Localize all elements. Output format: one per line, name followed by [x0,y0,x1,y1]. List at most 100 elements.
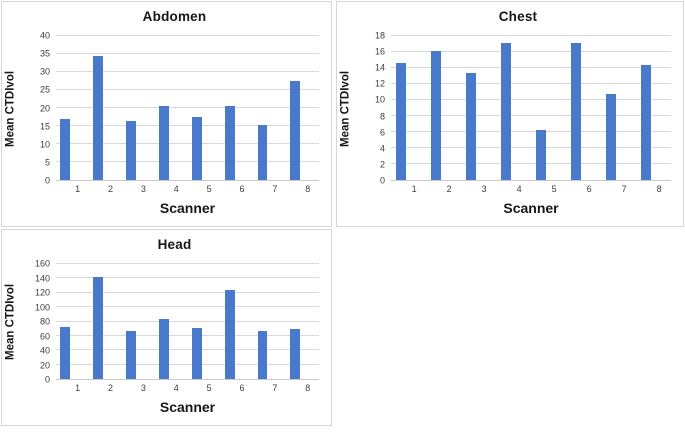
gridline [56,277,319,279]
x-tick-label: 5 [206,383,212,393]
bar-scanner-7 [257,330,268,379]
y-tick-label: 14 [374,62,385,73]
plot-column: 1 2 3 4 5 6 7 8 [56,263,319,398]
x-axis-ticks: 1 2 3 4 5 6 7 8 [56,181,319,199]
gridline [391,83,671,84]
gridline [56,53,319,54]
x-tick-label: 6 [586,184,592,194]
x-tick-label: 3 [140,184,146,194]
x-tick-label: 4 [173,184,179,194]
plot-column: 1 2 3 4 5 6 7 8 [56,35,319,199]
chart-panel-head: Head Mean CTDIvol 0 20 40 60 80 100 120 140 160 … [1,229,332,426]
x-tick-label: 8 [305,184,311,194]
x-tick-label: 5 [551,184,557,194]
y-axis-ticks: 0 5 10 15 20 25 30 35 40 [19,31,56,185]
x-tick-label: 2 [108,383,114,393]
y-tick-label: 20 [39,103,50,113]
y-tick-label: 5 [44,157,50,168]
y-axis-ticks: 0 2 4 6 8 10 12 14 16 18 [354,31,391,185]
x-tick-label: 1 [75,383,81,393]
x-tick-label: 3 [140,383,146,393]
gridline [391,35,671,36]
bar-scanner-5 [535,129,547,180]
bar-scanner-5 [191,117,202,180]
y-tick-label: 12 [374,78,385,89]
y-tick-label: 18 [374,30,385,41]
gridline [391,147,671,148]
plot-area [391,35,671,181]
x-axis-ticks: 1 2 3 4 5 6 7 8 [391,181,671,199]
gridline [391,131,671,132]
x-tick-label: 2 [108,184,114,194]
y-tick-label: 40 [39,30,50,41]
x-axis-title: Scanner [159,399,216,415]
x-tick-label: 6 [239,383,245,393]
gridline [56,291,319,293]
gridline [391,67,671,68]
chart-title: Head [157,237,192,252]
gridline [56,334,319,336]
y-tick-label: 60 [39,331,50,341]
y-axis-title: Mean CTDIvol [4,70,17,147]
y-tick-label: 10 [374,94,385,105]
bar-scanner-7 [257,125,268,180]
bar-scanner-3 [126,330,136,379]
bar-scanner-8 [640,64,652,180]
bar-scanner-6 [224,106,235,180]
plot-area [56,35,319,181]
chart-title: Chest [498,9,538,24]
chart-area: Mean CTDIvol 0 5 10 15 20 25 30 35 40 1 2 3 4 5 6 7 8 [2,31,331,199]
gridline [56,89,319,90]
bar-scanner-2 [430,51,442,180]
y-tick-label: 15 [39,121,50,132]
y-axis-title: Mean CTDIvol [4,283,17,361]
bar-scanner-1 [60,118,71,180]
plot-area [56,263,319,380]
y-tick-label: 0 [379,175,385,186]
y-tick-label: 40 [39,345,50,356]
y-tick-label: 35 [39,48,50,59]
x-tick-label: 4 [173,383,179,393]
y-tick-label: 30 [39,66,50,77]
x-tick-label: 4 [516,184,522,194]
y-tick-label: 8 [379,111,385,122]
x-tick-label: 7 [621,184,627,194]
bar-scanner-6 [570,43,582,180]
gridline [56,125,319,126]
plot-column: 1 2 3 4 5 6 7 8 [391,35,671,199]
bar-scanner-3 [465,72,477,180]
x-tick-label: 8 [656,184,662,194]
y-tick-label: 140 [34,273,50,283]
bar-scanner-8 [290,328,301,379]
x-tick-label: 1 [411,184,417,194]
x-tick-label: 8 [305,383,311,393]
bar-scanner-1 [60,327,71,379]
bar-scanner-7 [605,93,617,180]
y-tick-label: 0 [44,374,50,385]
gridline [56,71,319,72]
x-tick-label: 7 [272,383,278,393]
bar-scanner-2 [93,276,103,379]
y-tick-label: 0 [44,175,50,186]
gridline [56,349,319,351]
y-tick-label: 20 [39,360,50,370]
x-tick-label: 7 [272,184,278,194]
x-axis-title: Scanner [159,200,216,216]
x-tick-label: 3 [481,184,487,194]
gridline [56,143,319,144]
bar-scanner-6 [224,289,235,379]
gridline [56,35,319,36]
gridline [56,107,319,108]
y-axis-ticks: 0 20 40 60 80 100 120 140 160 [19,259,56,384]
y-tick-label: 2 [379,159,385,170]
y-tick-label: 100 [34,302,50,312]
y-tick-label: 80 [39,316,50,327]
gridline [391,51,671,52]
gridline [391,99,671,100]
x-tick-label: 6 [239,184,245,194]
y-tick-label: 25 [39,84,50,95]
